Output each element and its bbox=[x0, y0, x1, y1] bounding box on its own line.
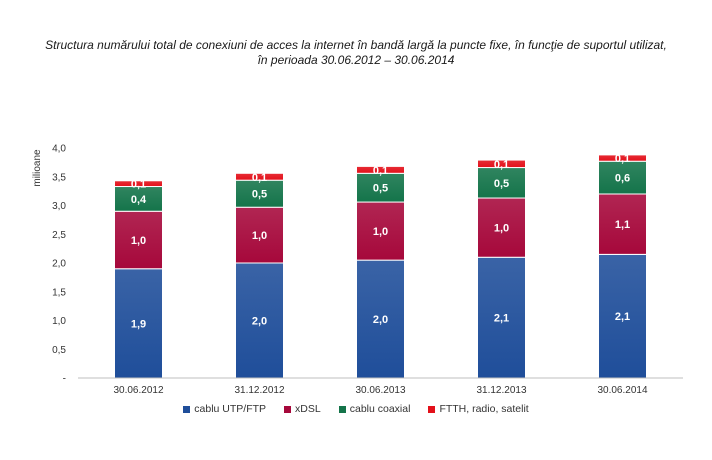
y-tick-label: 0,5 bbox=[52, 345, 66, 356]
data-label-0-0: 1,9 bbox=[131, 318, 146, 330]
legend-swatch bbox=[428, 405, 436, 413]
bar-segment-0-4 bbox=[598, 253, 647, 379]
stacked-bar-chart: 1,9 1,0 0,4 0,1 2,0 1,0 0,5 0,1 2,0 1,0 0,5 0,1 2,1 1… bbox=[32, 144, 683, 396]
data-label-2-2: 0,5 bbox=[373, 183, 388, 195]
y-tick-label: 2,0 bbox=[52, 259, 66, 270]
legend-label: cablu UTP/FTP bbox=[194, 403, 267, 415]
legend-swatch bbox=[284, 405, 292, 413]
legend-swatch bbox=[338, 405, 346, 413]
legend-item-3: FTTH, radio, satelit bbox=[428, 403, 529, 415]
y-tick-label: 1,5 bbox=[52, 287, 66, 298]
bar-segment-0-3 bbox=[477, 256, 526, 379]
legend-item-2: cablu coaxial bbox=[338, 403, 411, 415]
x-tick-label: 31.12.2013 bbox=[476, 385, 526, 396]
y-tick-label: - bbox=[63, 374, 66, 385]
y-tick-label: 1,0 bbox=[52, 316, 66, 327]
y-tick-label: 2,5 bbox=[52, 230, 66, 241]
data-label-1-0: 1,0 bbox=[131, 235, 146, 247]
bar-segment-3-2 bbox=[356, 165, 405, 174]
data-label-3-2: 0,1 bbox=[373, 165, 388, 177]
chart-legend: cablu UTP/FTP xDSL cablu coaxial FTTH, radi… bbox=[0, 403, 712, 415]
y-axis-label: milioane bbox=[32, 149, 43, 187]
data-label-3-3: 0,1 bbox=[494, 159, 509, 171]
bar-segment-2-3 bbox=[477, 167, 526, 199]
x-tick-label: 30.06.2013 bbox=[355, 385, 405, 396]
data-label-1-3: 1,0 bbox=[494, 223, 509, 235]
data-label-0-4: 2,1 bbox=[615, 311, 630, 323]
x-tick-label: 31.12.2012 bbox=[234, 385, 284, 396]
data-label-0-2: 2,0 bbox=[373, 314, 388, 326]
data-label-1-2: 1,0 bbox=[373, 226, 388, 238]
data-label-3-0: 0,1 bbox=[131, 179, 146, 191]
legend-label: cablu coaxial bbox=[349, 403, 411, 415]
legend-item-1: xDSL bbox=[284, 403, 321, 415]
chart-title-line2: în perioada 30.06.2012 – 30.06.2014 bbox=[257, 53, 455, 67]
data-label-3-4: 0,1 bbox=[615, 153, 630, 165]
chart-title-line1: Structura numărului total de conexiuni d… bbox=[45, 38, 667, 52]
x-tick-label: 30.06.2012 bbox=[113, 385, 163, 396]
y-tick-label: 4,0 bbox=[52, 144, 66, 155]
data-label-1-1: 1,0 bbox=[252, 230, 267, 242]
data-label-2-0: 0,4 bbox=[131, 194, 147, 206]
x-tick-label: 30.06.2014 bbox=[597, 385, 647, 396]
data-label-2-4: 0,6 bbox=[615, 173, 630, 185]
data-label-0-1: 2,0 bbox=[252, 316, 267, 328]
legend-label: xDSL bbox=[295, 403, 321, 415]
bar-segment-3-0 bbox=[114, 180, 163, 188]
legend-item-0: cablu UTP/FTP bbox=[183, 403, 266, 415]
bar-segment-1-0 bbox=[114, 210, 163, 270]
y-tick-label: 3,5 bbox=[52, 172, 66, 183]
y-tick-label: 3,0 bbox=[52, 201, 66, 212]
legend-label: FTTH, radio, satelit bbox=[439, 403, 529, 415]
data-label-2-3: 0,5 bbox=[494, 178, 509, 190]
data-label-1-4: 1,1 bbox=[615, 219, 630, 231]
bar-segment-2-0 bbox=[114, 186, 163, 212]
bar-segment-0-0 bbox=[114, 268, 163, 379]
bar-segment-3-3 bbox=[477, 159, 526, 169]
chart-title: Structura numărului total de conexiuni d… bbox=[0, 38, 712, 68]
data-label-3-1: 0,1 bbox=[252, 172, 267, 184]
bar-segment-3-4 bbox=[598, 154, 647, 162]
legend-swatch bbox=[183, 405, 191, 413]
data-label-2-1: 0,5 bbox=[252, 189, 267, 201]
bar-segment-1-3 bbox=[477, 197, 526, 258]
bar-segment-3-1 bbox=[235, 172, 284, 181]
data-label-0-3: 2,1 bbox=[494, 313, 509, 325]
